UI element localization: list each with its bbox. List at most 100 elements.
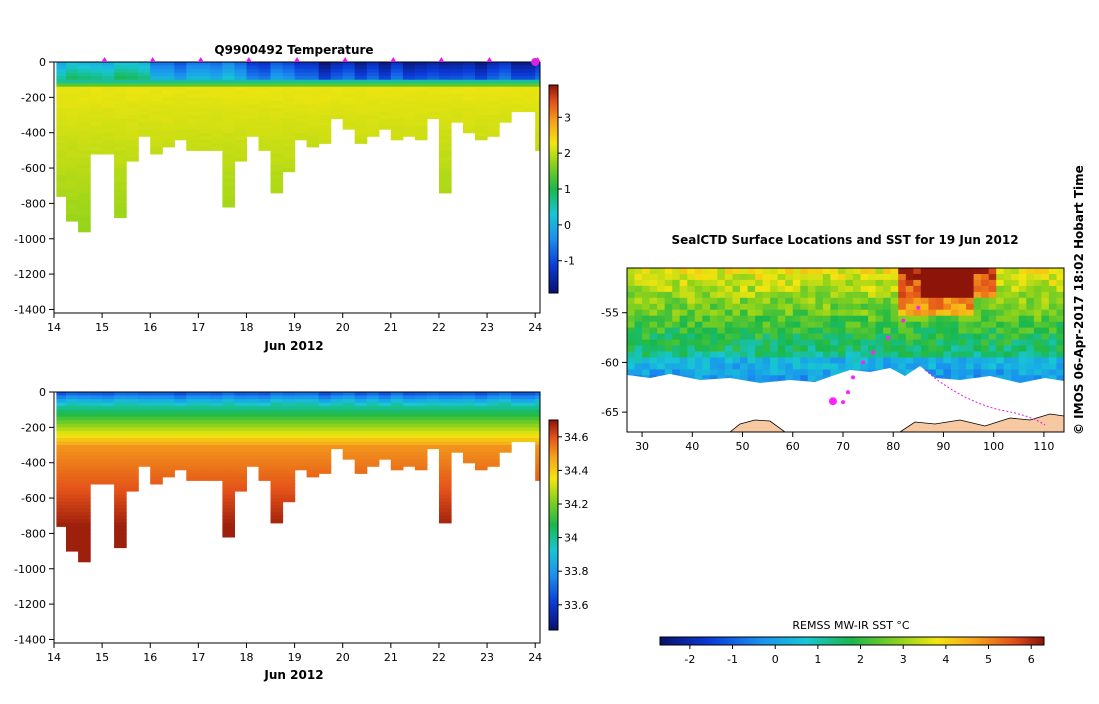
sst-cell xyxy=(935,303,944,311)
sst-cell xyxy=(845,279,854,287)
section-cell xyxy=(222,455,235,460)
section-cell xyxy=(402,452,416,457)
section-cell xyxy=(499,62,512,67)
section-cell xyxy=(78,150,91,155)
section-cell xyxy=(378,427,392,432)
section-cell xyxy=(78,434,91,439)
section-cell xyxy=(234,115,247,120)
section-cell xyxy=(222,168,235,173)
sst-cell xyxy=(838,291,846,299)
sst-cell xyxy=(905,303,914,311)
sst-cell xyxy=(642,291,651,299)
sst-cell xyxy=(1048,291,1057,299)
section-cell xyxy=(270,150,284,155)
section-cell xyxy=(114,438,127,443)
section-cell xyxy=(114,157,127,162)
sst-cell xyxy=(717,297,726,305)
sst-cell xyxy=(951,357,959,364)
section-cell xyxy=(270,476,284,481)
section-cell xyxy=(246,420,260,425)
section-cell xyxy=(378,104,392,109)
section-cell xyxy=(246,402,260,407)
section-cell xyxy=(330,395,344,400)
sst-cell xyxy=(672,285,681,293)
section-cell xyxy=(174,423,187,428)
section-cell xyxy=(270,480,284,485)
section-cell xyxy=(354,100,368,105)
section-cell xyxy=(102,132,115,137)
section-cell xyxy=(90,441,103,446)
sst-cell xyxy=(1018,321,1027,329)
section-cell xyxy=(318,69,332,74)
section-cell xyxy=(162,125,175,130)
section-cell xyxy=(330,65,344,70)
y-tick-label: -400 xyxy=(21,127,46,140)
section-cell xyxy=(258,459,272,464)
section-cell xyxy=(294,459,308,464)
sst-cell xyxy=(958,291,967,299)
sst-cell xyxy=(770,274,779,281)
section-cell xyxy=(306,395,320,400)
section-cell xyxy=(439,136,452,141)
sst-cell xyxy=(830,297,839,305)
section-cell xyxy=(198,146,211,151)
section-cell xyxy=(56,118,67,123)
section-cell xyxy=(186,100,199,105)
section-cell xyxy=(342,395,356,400)
section-cell xyxy=(234,129,247,134)
section-cell xyxy=(198,427,211,432)
section-cell xyxy=(222,452,235,457)
sst-cell xyxy=(845,363,854,370)
section-cell xyxy=(114,86,127,91)
section-cell xyxy=(234,72,247,77)
section-cell xyxy=(511,69,524,74)
section-cell xyxy=(210,69,223,74)
section-cell xyxy=(270,498,284,503)
sst-cell xyxy=(822,303,831,311)
section-cell xyxy=(114,210,127,215)
section-cell xyxy=(258,79,272,84)
section-cell xyxy=(463,452,476,457)
sst-cell xyxy=(853,357,861,364)
section-cell xyxy=(114,118,127,123)
section-cell xyxy=(414,438,428,443)
section-cell xyxy=(270,519,284,524)
section-cell xyxy=(78,448,91,453)
section-cell xyxy=(499,445,512,450)
section-cell xyxy=(366,441,380,446)
sst-cell xyxy=(815,274,824,281)
section-cell xyxy=(102,139,115,144)
sst-colorbar-tick-label: -1 xyxy=(727,653,738,666)
section-cell xyxy=(451,72,464,77)
section-cell xyxy=(487,434,500,439)
sst-cell xyxy=(694,339,703,347)
sst-cell xyxy=(822,357,831,364)
sst-cell xyxy=(770,333,779,341)
section-cell xyxy=(162,441,175,446)
sst-cell xyxy=(762,309,771,317)
section-cell xyxy=(258,122,272,127)
section-cell xyxy=(475,69,488,74)
section-cell xyxy=(463,118,476,123)
section-cell xyxy=(126,86,139,91)
section-cell xyxy=(258,111,272,116)
sst-cell xyxy=(913,345,922,352)
section-cell xyxy=(234,153,247,158)
section-cell xyxy=(270,157,284,162)
sst-cell xyxy=(717,309,726,317)
section-cell xyxy=(402,416,416,421)
section-cell xyxy=(138,86,151,91)
sst-cell xyxy=(777,339,786,347)
sst-cell xyxy=(792,315,801,323)
section-cell xyxy=(439,125,452,130)
sst-cell xyxy=(649,309,658,317)
sst-cell xyxy=(627,327,635,335)
sst-cell xyxy=(860,321,869,329)
section-cell xyxy=(78,178,91,183)
section-cell xyxy=(318,466,332,471)
sst-cell xyxy=(634,274,643,281)
section-cell xyxy=(258,118,272,123)
sst-cell xyxy=(732,291,741,299)
section-cell xyxy=(439,515,452,520)
x-tick-label: 18 xyxy=(239,321,253,334)
